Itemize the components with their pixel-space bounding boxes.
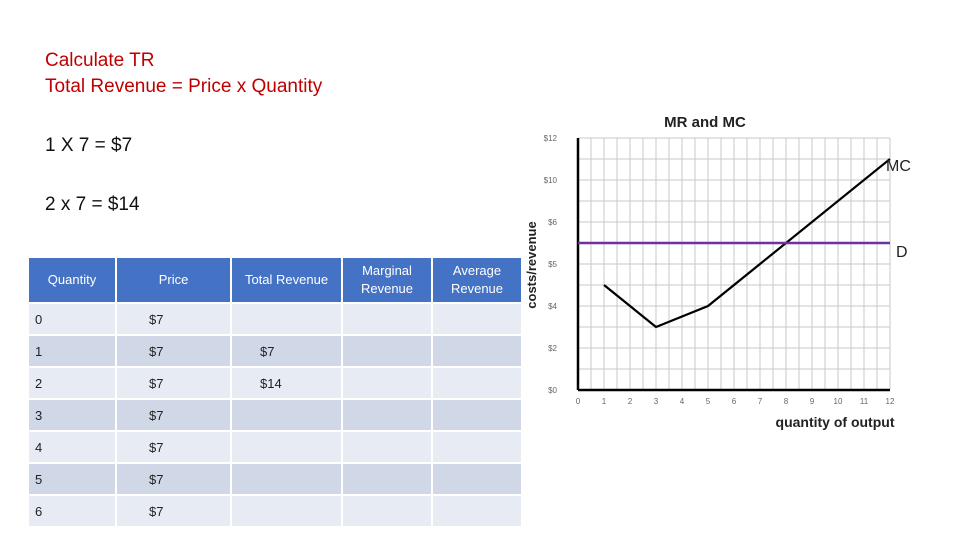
y-tick-label: $5 [548, 260, 557, 269]
cell-total-revenue [232, 304, 341, 334]
x-tick-label: 3 [654, 397, 659, 406]
cell-quantity: 2 [29, 368, 115, 398]
x-tick-label: 4 [680, 397, 685, 406]
cell-marginal-revenue [343, 336, 431, 366]
x-tick-label: 5 [706, 397, 711, 406]
table-row: 4 $7 [29, 432, 521, 462]
x-tick-label: 1 [602, 397, 607, 406]
series-label-mc: MC [886, 158, 911, 175]
cell-quantity: 4 [29, 432, 115, 462]
cell-price: $7 [117, 400, 230, 430]
cell-price: $7 [117, 368, 230, 398]
y-tick-label: $0 [548, 386, 557, 395]
header-quantity: Quantity [29, 258, 115, 302]
y-tick-label: $10 [544, 176, 558, 185]
cell-marginal-revenue [343, 464, 431, 494]
heading-line-1: Calculate TR [45, 50, 155, 71]
revenue-table: Quantity Price Total Revenue Marginal Re… [27, 256, 523, 528]
y-tick-label: $4 [548, 302, 557, 311]
cell-marginal-revenue [343, 432, 431, 462]
slide-heading: Calculate TR Total Revenue = Price x Qua… [45, 48, 322, 100]
table-row: 3 $7 [29, 400, 521, 430]
cell-marginal-revenue [343, 304, 431, 334]
cell-total-revenue [232, 496, 341, 526]
x-tick-label: 0 [576, 397, 581, 406]
cell-average-revenue [433, 464, 521, 494]
cell-total-revenue [232, 432, 341, 462]
chart-axes [576, 138, 890, 392]
y-tick-label: $6 [548, 218, 557, 227]
table-header-row: Quantity Price Total Revenue Marginal Re… [29, 258, 521, 302]
header-total-revenue: Total Revenue [232, 258, 341, 302]
cell-average-revenue [433, 432, 521, 462]
header-average-revenue: Average Revenue [433, 258, 521, 302]
cell-average-revenue [433, 304, 521, 334]
cell-price: $7 [117, 336, 230, 366]
cell-total-revenue [232, 464, 341, 494]
table-row: 2 $7 $14 [29, 368, 521, 398]
table-row: 5 $7 [29, 464, 521, 494]
cell-quantity: 0 [29, 304, 115, 334]
cell-total-revenue [232, 400, 341, 430]
cell-price: $7 [117, 464, 230, 494]
cell-price: $7 [117, 496, 230, 526]
x-tick-label: 9 [810, 397, 815, 406]
cell-average-revenue [433, 368, 521, 398]
y-tick-label: $2 [548, 344, 557, 353]
cell-price: $7 [117, 304, 230, 334]
cell-average-revenue [433, 400, 521, 430]
cell-price: $7 [117, 432, 230, 462]
cell-marginal-revenue [343, 400, 431, 430]
x-tick-label: 12 [886, 397, 895, 406]
cell-quantity: 6 [29, 496, 115, 526]
cell-quantity: 1 [29, 336, 115, 366]
cell-quantity: 3 [29, 400, 115, 430]
chart-ticks: 0 1 2 3 4 5 6 7 8 9 10 11 12$0$2$4$5$6$10$12 [544, 134, 895, 406]
cell-total-revenue: $14 [232, 368, 341, 398]
equation-1: 1 X 7 = $7 [45, 135, 133, 156]
table-row: 0 $7 [29, 304, 521, 334]
x-tick-label: 6 [732, 397, 737, 406]
series-label-d: D [896, 244, 908, 261]
chart-series: MC D [578, 158, 911, 329]
x-tick-label: 8 [784, 397, 789, 406]
cell-marginal-revenue [343, 496, 431, 526]
x-tick-label: 10 [834, 397, 843, 406]
x-tick-label: 2 [628, 397, 633, 406]
cell-marginal-revenue [343, 368, 431, 398]
header-price: Price [117, 258, 230, 302]
cell-average-revenue [433, 336, 521, 366]
x-axis-label: quantity of output [776, 414, 895, 430]
heading-line-2: Total Revenue = Price x Quantity [45, 76, 323, 97]
chart-grid [577, 137, 891, 391]
series-line-mc [603, 158, 891, 329]
y-axis-label: costs/revenue [524, 221, 539, 308]
y-tick-label: $12 [544, 134, 558, 143]
table-row: 6 $7 [29, 496, 521, 526]
x-tick-label: 11 [860, 397, 869, 406]
chart-title: MR and MC [664, 114, 746, 131]
cell-total-revenue: $7 [232, 336, 341, 366]
table-row: 1 $7 $7 [29, 336, 521, 366]
equation-2: 2 x 7 = $14 [45, 194, 140, 215]
mr-mc-chart: MR and MC costs/revenue quantity of outp… [524, 114, 911, 430]
cell-average-revenue [433, 496, 521, 526]
header-marginal-revenue: Marginal Revenue [343, 258, 431, 302]
cell-quantity: 5 [29, 464, 115, 494]
x-tick-label: 7 [758, 397, 763, 406]
